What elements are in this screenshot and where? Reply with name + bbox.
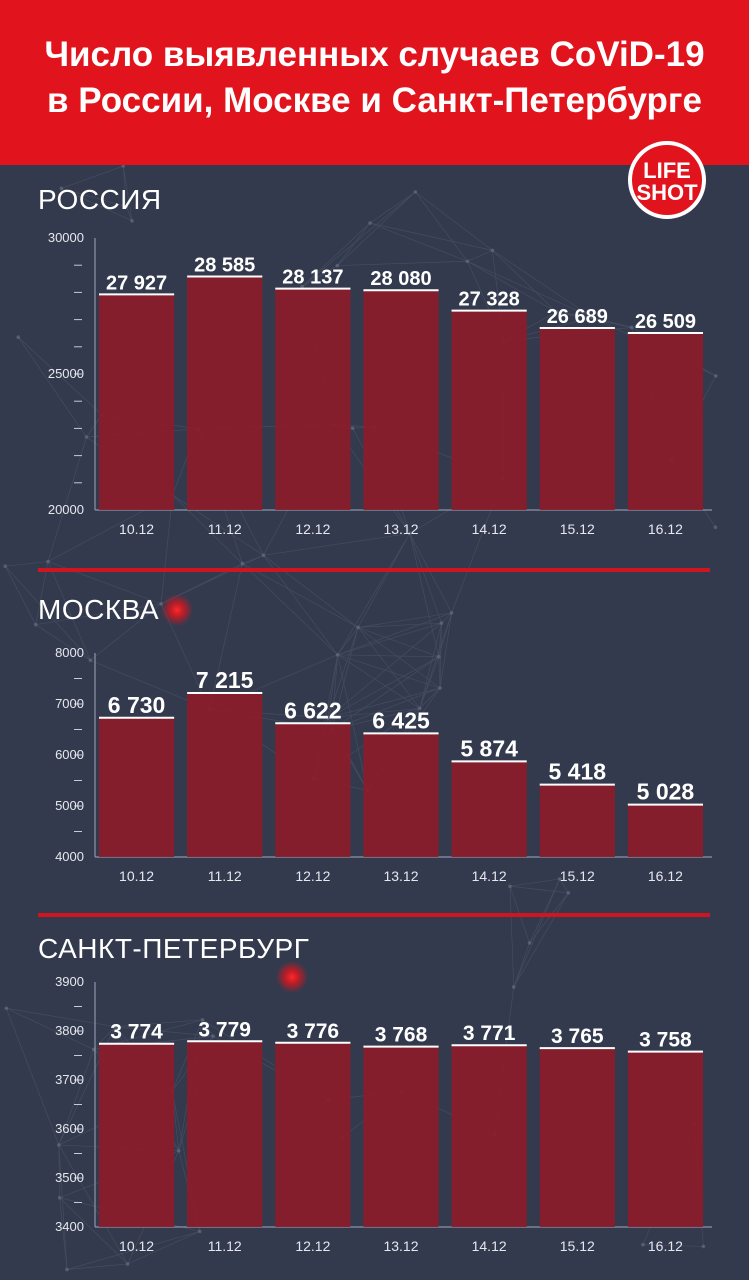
bar-value-label: 28 137 xyxy=(282,267,343,289)
x-tick-label: 12.12 xyxy=(295,521,330,537)
x-tick-label: 11.12 xyxy=(208,521,242,537)
bar-value-label: 27 328 xyxy=(459,289,520,311)
bar-11.12 xyxy=(187,276,263,510)
page-title: Число выявленных случаев CoViD-19 в Росс… xyxy=(0,32,749,124)
x-tick-label: 15.12 xyxy=(560,521,595,537)
moscow-marker-icon xyxy=(161,594,193,626)
bar-15.12 xyxy=(539,1048,615,1227)
x-tick-label: 16.12 xyxy=(648,1238,683,1254)
y-tick-label: 3700 xyxy=(55,1072,84,1087)
bar-11.12 xyxy=(187,1041,263,1227)
bar-14.12 xyxy=(451,761,527,857)
x-tick-label: 15.12 xyxy=(560,1238,595,1254)
divider-1 xyxy=(38,568,710,572)
x-tick-label: 11.12 xyxy=(208,1238,242,1254)
y-tick-label: 3900 xyxy=(55,974,84,989)
bar-12.12 xyxy=(275,723,351,857)
bar-16.12 xyxy=(627,332,703,510)
bar-13.12 xyxy=(363,1046,439,1227)
bar-value-label: 27 927 xyxy=(106,272,167,294)
y-tick-label: 5000 xyxy=(55,798,84,813)
y-tick-label: 3600 xyxy=(55,1121,84,1136)
bar-value-label: 3 776 xyxy=(287,1020,340,1043)
x-tick-label: 14.12 xyxy=(472,521,507,537)
header-banner: Число выявленных случаев CoViD-19 в Росс… xyxy=(0,0,749,165)
x-tick-label: 12.12 xyxy=(295,1238,330,1254)
bar-value-label: 6 425 xyxy=(372,707,430,733)
x-tick-label: 10.12 xyxy=(119,868,154,884)
bar-value-label: 5 028 xyxy=(637,779,695,805)
y-tick-label: 20000 xyxy=(48,502,84,517)
x-tick-label: 13.12 xyxy=(383,868,418,884)
section-title-russia: РОССИЯ xyxy=(38,184,162,215)
logo-text-shot: SHOT xyxy=(636,180,698,205)
title-line-2: в России, Москве и Санкт-Петербурге xyxy=(47,81,702,120)
bar-value-label: 5 874 xyxy=(460,735,518,761)
x-tick-label: 16.12 xyxy=(648,868,683,884)
section-title-moscow: МОСКВА xyxy=(38,594,160,625)
bar-12.12 xyxy=(275,1042,351,1227)
bar-value-label: 28 080 xyxy=(370,268,431,290)
x-tick-label: 10.12 xyxy=(119,1238,154,1254)
bar-value-label: 7 215 xyxy=(196,667,254,693)
x-tick-label: 16.12 xyxy=(648,521,683,537)
bar-value-label: 6 730 xyxy=(108,692,166,718)
bar-10.12 xyxy=(99,717,175,857)
lifeshot-logo: LIFE SHOT xyxy=(628,141,706,219)
divider-2 xyxy=(38,913,710,917)
title-line-1: Число выявленных случаев CoViD-19 xyxy=(44,35,705,74)
y-tick-label: 6000 xyxy=(55,747,84,762)
bar-value-label: 3 771 xyxy=(463,1022,516,1045)
y-tick-label: 3400 xyxy=(55,1219,84,1234)
y-tick-label: 3800 xyxy=(55,1023,84,1038)
x-tick-label: 11.12 xyxy=(208,868,242,884)
bar-11.12 xyxy=(187,693,263,857)
logo-text-life: LIFE xyxy=(643,158,691,183)
x-tick-label: 12.12 xyxy=(295,868,330,884)
chart-2: 3400 3500 3600 3700 3800 3900 3 774 10.12 3 779 1… xyxy=(55,974,712,1254)
bar-10.12 xyxy=(99,1043,175,1227)
spb-marker-icon xyxy=(276,961,308,993)
section-title-spb: САНКТ-ПЕТЕРБУРГ xyxy=(38,933,310,964)
y-tick-label: 4000 xyxy=(55,849,84,864)
bar-15.12 xyxy=(539,784,615,857)
bar-12.12 xyxy=(275,288,351,510)
bar-13.12 xyxy=(363,290,439,510)
bar-16.12 xyxy=(627,804,703,857)
bar-value-label: 5 418 xyxy=(549,759,607,785)
x-tick-label: 10.12 xyxy=(119,521,154,537)
bar-value-label: 3 774 xyxy=(110,1021,163,1044)
bar-value-label: 3 779 xyxy=(198,1018,251,1041)
y-tick-label: 3500 xyxy=(55,1170,84,1185)
y-tick-label: 30000 xyxy=(48,230,84,245)
x-tick-label: 14.12 xyxy=(472,1238,507,1254)
y-tick-label: 25000 xyxy=(48,366,84,381)
bar-value-label: 3 758 xyxy=(639,1029,692,1052)
y-tick-label: 8000 xyxy=(55,645,84,660)
y-tick-label: 7000 xyxy=(55,696,84,711)
bar-10.12 xyxy=(99,294,175,510)
bar-14.12 xyxy=(451,310,527,510)
bar-value-label: 28 585 xyxy=(194,254,255,276)
bar-14.12 xyxy=(451,1045,527,1227)
bar-value-label: 6 622 xyxy=(284,697,342,723)
bar-15.12 xyxy=(539,328,615,510)
x-tick-label: 13.12 xyxy=(383,521,418,537)
bar-value-label: 3 768 xyxy=(375,1024,428,1047)
bar-value-label: 26 509 xyxy=(635,311,696,333)
chart-0: 20000 25000 30000 27 927 10.12 28 585 11.12 28 … xyxy=(48,230,712,537)
bar-16.12 xyxy=(627,1051,703,1227)
x-tick-label: 15.12 xyxy=(560,868,595,884)
x-tick-label: 14.12 xyxy=(472,868,507,884)
chart-1: 4000 5000 6000 7000 8000 6 730 10.12 7 215 11.12… xyxy=(55,645,712,884)
x-tick-label: 13.12 xyxy=(383,1238,418,1254)
bar-value-label: 3 765 xyxy=(551,1025,604,1048)
bar-13.12 xyxy=(363,733,439,857)
bar-value-label: 26 689 xyxy=(547,306,608,328)
